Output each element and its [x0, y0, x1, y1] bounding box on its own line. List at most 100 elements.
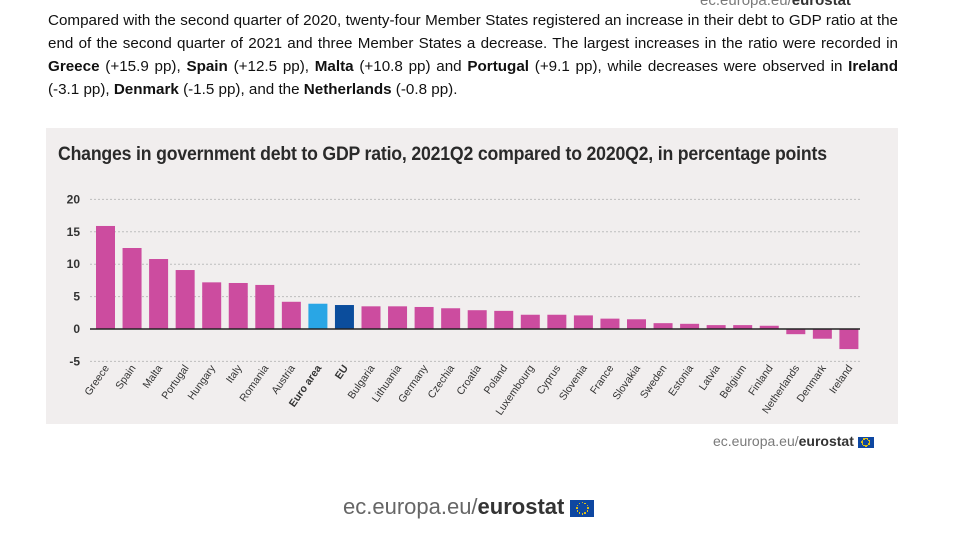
- flag-star: [576, 507, 578, 509]
- intro-text-2: (+15.9 pp),: [99, 58, 187, 75]
- x-tick-label: Estonia: [666, 363, 696, 399]
- flag-star: [584, 502, 587, 505]
- x-tick-label: Hungary: [186, 362, 219, 402]
- credit-domain: ec.europa.eu/: [713, 433, 799, 449]
- y-tick-label: 20: [67, 192, 81, 206]
- x-tick-label: Belgium: [718, 363, 750, 401]
- flag-star: [868, 441, 871, 444]
- flag-star: [581, 501, 584, 504]
- y-tick-label: 0: [73, 322, 80, 336]
- intro-text-8: (-0.8 pp).: [391, 81, 458, 98]
- x-tick-label: Croatia: [454, 363, 483, 398]
- bar-malta: [149, 259, 169, 329]
- x-tick-label: EU: [333, 363, 351, 382]
- bar-romania: [255, 284, 275, 329]
- intro-text-6: (-3.1 pp),: [48, 81, 114, 98]
- bar-estonia: [680, 323, 700, 329]
- flag-star: [587, 507, 589, 509]
- bar-slovakia: [627, 319, 646, 329]
- bar-denmark: [812, 329, 832, 339]
- flag-star: [581, 512, 584, 515]
- bar-lithuania: [388, 306, 408, 329]
- footer-credit: ec.europa.eu/eurostat: [343, 494, 595, 520]
- bar-belgium: [733, 325, 753, 329]
- bar-ireland: [839, 329, 859, 350]
- flag-star: [868, 443, 870, 445]
- x-tick-label: Slovakia: [610, 363, 643, 403]
- intro-portugal: Portugal: [467, 58, 529, 75]
- bar-finland: [759, 325, 779, 329]
- bar-bulgaria: [361, 306, 381, 329]
- flag-star: [863, 444, 865, 447]
- top-credit-brand: eurostat: [791, 0, 851, 9]
- bar-cyprus: [547, 314, 567, 329]
- flag-star: [864, 445, 867, 447]
- bar-poland: [494, 310, 514, 329]
- bar-eu: [334, 305, 354, 329]
- bar-netherlands: [786, 329, 806, 335]
- top-credit-domain: ec.europa.eu/: [700, 0, 792, 9]
- chart-panel: Changes in government debt to GDP ratio,…: [46, 128, 898, 424]
- y-tick-label: -5: [69, 354, 80, 368]
- y-tick-label: 5: [73, 290, 80, 304]
- x-tick-label: Latvia: [697, 363, 723, 393]
- bar-portugal: [175, 270, 195, 329]
- bar-greece: [96, 225, 115, 329]
- bar-austria: [281, 301, 301, 329]
- bar-italy: [228, 282, 248, 329]
- bar-euro-area: [308, 303, 328, 329]
- intro-text-7: (-1.5 pp), and the: [178, 81, 304, 98]
- flag-star: [586, 510, 589, 512]
- intro-text-1: Compared with the second quarter of 2020…: [48, 12, 898, 52]
- intro-greece: Greece: [48, 58, 100, 75]
- flag-star: [576, 504, 579, 507]
- x-tick-label: Greece: [82, 363, 112, 398]
- x-tick-label: Ireland: [827, 363, 855, 396]
- bar-hungary: [202, 282, 222, 329]
- intro-denmark: Denmark: [113, 81, 179, 98]
- intro-text-5: (+9.1 pp), while decreases were observed…: [529, 58, 849, 75]
- bar-germany: [414, 306, 434, 329]
- flag-star: [576, 510, 579, 512]
- flag-star: [861, 443, 864, 445]
- flag-star: [866, 438, 869, 440]
- flag-star: [866, 444, 869, 447]
- flag-star: [868, 439, 870, 442]
- intro-malta: Malta: [314, 58, 354, 75]
- flag-star: [861, 441, 863, 444]
- bar-czechia: [441, 308, 461, 329]
- flag-star: [863, 438, 865, 440]
- y-tick-label: 10: [67, 257, 81, 271]
- flag-star: [861, 439, 864, 442]
- x-tick-label: Czechia: [426, 363, 458, 401]
- bar-luxembourg: [520, 314, 540, 329]
- bar-spain: [122, 248, 142, 329]
- eu-flag-icon: [857, 436, 874, 448]
- flag-star: [864, 437, 867, 440]
- intro-netherlands: Netherlands: [303, 81, 392, 98]
- bar-france: [600, 318, 620, 329]
- chart-source-credit: ec.europa.eu/eurostat: [713, 433, 874, 449]
- flag-star: [586, 504, 589, 507]
- footer-domain: ec.europa.eu/: [343, 494, 478, 519]
- footer-brand: eurostat: [477, 494, 565, 519]
- intro-spain: Spain: [186, 58, 228, 75]
- x-tick-label: Sweden: [638, 363, 670, 401]
- bar-latvia: [706, 325, 726, 329]
- top-source-credit: ec.europa.eu/eurostat: [700, 0, 851, 9]
- intro-paragraph: Compared with the second quarter of 2020…: [48, 9, 898, 101]
- bar-croatia: [467, 310, 487, 329]
- intro-text-4: (+10.8 pp) and: [353, 58, 468, 75]
- credit-brand: eurostat: [798, 433, 854, 449]
- x-tick-label: Spain: [113, 363, 138, 392]
- y-tick-label: 15: [67, 225, 81, 239]
- flag-star: [584, 512, 587, 514]
- flag-star: [578, 502, 581, 505]
- intro-ireland: Ireland: [848, 58, 898, 75]
- bar-sweden: [653, 323, 673, 329]
- chart-title: Changes in government debt to GDP ratio,…: [58, 144, 827, 165]
- x-tick-label: Italy: [224, 362, 245, 385]
- flag-star: [578, 512, 581, 514]
- bar-slovenia: [573, 315, 593, 329]
